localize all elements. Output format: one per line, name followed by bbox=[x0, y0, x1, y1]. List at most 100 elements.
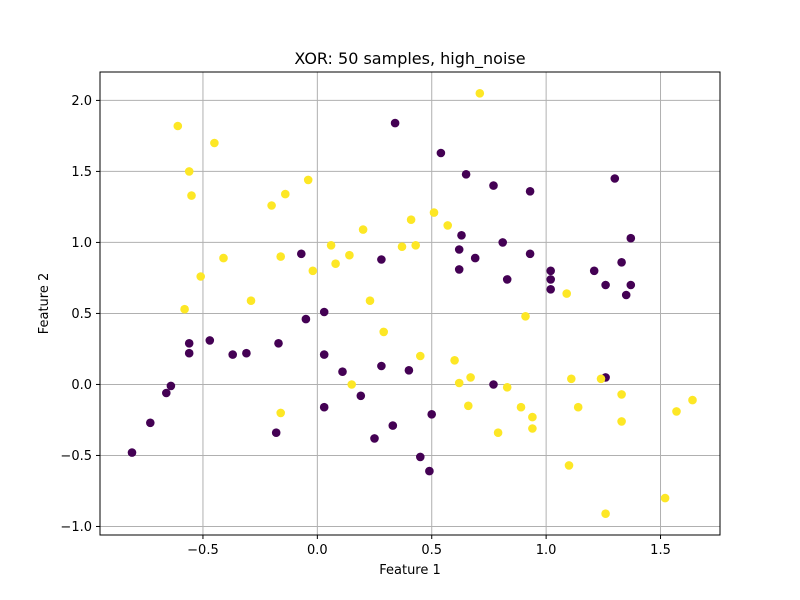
data-point-class-0 bbox=[388, 421, 398, 430]
data-point-class-0 bbox=[621, 290, 631, 300]
data-point-class-0 bbox=[489, 380, 498, 389]
data-point-class-0 bbox=[242, 348, 251, 358]
data-point-class-1 bbox=[660, 493, 670, 503]
plot-area-frame bbox=[99, 71, 721, 536]
data-point-class-1 bbox=[688, 395, 697, 405]
data-point-class-0 bbox=[404, 366, 414, 375]
data-point-class-1 bbox=[196, 272, 205, 281]
data-point-class-1 bbox=[601, 509, 610, 518]
data-point-class-1 bbox=[454, 378, 464, 388]
data-point-class-0 bbox=[454, 245, 464, 254]
data-point-class-1 bbox=[308, 266, 318, 276]
data-point-class-0 bbox=[626, 280, 636, 290]
data-point-class-0 bbox=[457, 231, 466, 240]
data-point-class-1 bbox=[466, 373, 475, 382]
data-point-class-0 bbox=[127, 448, 137, 457]
data-point-class-1 bbox=[567, 374, 576, 384]
grid-lines bbox=[100, 72, 720, 535]
data-point-class-0 bbox=[525, 187, 535, 196]
data-point-class-1 bbox=[564, 461, 574, 470]
data-point-class-1 bbox=[276, 408, 286, 418]
data-point-class-1 bbox=[331, 259, 340, 269]
data-point-class-1 bbox=[443, 221, 453, 230]
data-point-class-1 bbox=[326, 241, 336, 250]
data-point-class-0 bbox=[589, 266, 599, 276]
y-axis-ticks: −1.0 −0.5 0.0 0.5 1.0 1.5 2.0 bbox=[60, 94, 100, 535]
data-point-class-0 bbox=[205, 336, 215, 345]
data-point-class-1 bbox=[528, 412, 537, 422]
data-point-class-0 bbox=[436, 148, 446, 158]
data-point-class-1 bbox=[429, 208, 439, 217]
data-point-class-0 bbox=[338, 367, 347, 377]
data-point-class-0 bbox=[390, 118, 400, 128]
y-tick-label: −0.5 bbox=[60, 449, 92, 464]
data-point-class-1 bbox=[276, 252, 286, 261]
data-point-class-0 bbox=[184, 348, 194, 358]
data-point-class-1 bbox=[672, 407, 681, 416]
data-point-class-1 bbox=[379, 327, 389, 337]
data-point-class-0 bbox=[427, 410, 437, 419]
data-point-class-0 bbox=[601, 280, 610, 290]
data-point-class-0 bbox=[162, 388, 171, 398]
data-point-class-1 bbox=[617, 390, 626, 399]
data-point-class-1 bbox=[406, 215, 416, 224]
data-point-class-1 bbox=[397, 242, 407, 251]
x-axis-label: Feature 1 bbox=[379, 563, 441, 578]
x-tick-label: 0.5 bbox=[421, 543, 442, 558]
data-point-class-0 bbox=[370, 434, 379, 443]
data-point-class-0 bbox=[610, 174, 620, 183]
data-point-class-1 bbox=[562, 289, 571, 298]
data-point-class-0 bbox=[271, 428, 281, 438]
data-point-class-1 bbox=[345, 250, 354, 260]
y-tick-label: 1.5 bbox=[71, 165, 92, 180]
data-point-class-1 bbox=[617, 417, 626, 426]
data-point-class-1 bbox=[516, 402, 526, 412]
x-tick-label: 1.5 bbox=[650, 543, 671, 558]
data-point-class-1 bbox=[358, 225, 368, 234]
data-point-class-1 bbox=[187, 191, 196, 200]
data-point-class-0 bbox=[425, 466, 434, 476]
data-point-class-0 bbox=[617, 258, 626, 267]
data-point-class-1 bbox=[184, 167, 194, 176]
chart-title: XOR: 50 samples, high_noise bbox=[294, 49, 525, 69]
data-point-class-0 bbox=[377, 255, 386, 264]
data-point-class-0 bbox=[489, 181, 498, 190]
data-point-class-0 bbox=[546, 266, 555, 276]
x-tick-label: 0.0 bbox=[307, 543, 328, 558]
data-point-class-0 bbox=[228, 350, 237, 359]
data-point-class-0 bbox=[470, 253, 480, 263]
data-point-class-1 bbox=[173, 121, 183, 131]
data-point-class-0 bbox=[626, 233, 636, 243]
data-point-class-0 bbox=[416, 452, 425, 462]
data-point-class-0 bbox=[301, 314, 311, 324]
y-tick-label: 2.0 bbox=[71, 94, 92, 109]
data-point-class-0 bbox=[297, 249, 306, 259]
y-tick-label: 0.5 bbox=[71, 307, 92, 322]
data-point-class-1 bbox=[573, 402, 583, 412]
data-point-class-1 bbox=[521, 312, 530, 321]
y-axis-label: Feature 2 bbox=[37, 273, 52, 335]
data-point-class-0 bbox=[146, 418, 155, 428]
data-point-class-0 bbox=[461, 170, 471, 179]
data-point-class-1 bbox=[493, 428, 503, 438]
data-point-class-1 bbox=[416, 351, 425, 361]
data-point-class-0 bbox=[498, 238, 508, 247]
data-point-class-1 bbox=[475, 89, 485, 98]
x-axis-ticks: −0.5 0.0 0.5 1.0 1.5 bbox=[187, 535, 671, 558]
data-point-class-0 bbox=[319, 307, 329, 317]
data-point-class-1 bbox=[464, 401, 473, 411]
data-point-class-1 bbox=[411, 241, 421, 250]
data-point-class-1 bbox=[365, 296, 375, 306]
data-point-class-1 bbox=[219, 253, 228, 263]
data-point-class-1 bbox=[180, 304, 189, 314]
data-point-class-1 bbox=[303, 175, 313, 185]
data-point-class-1 bbox=[528, 424, 537, 433]
data-point-class-1 bbox=[267, 201, 276, 210]
data-point-class-1 bbox=[502, 383, 512, 392]
y-tick-label: −1.0 bbox=[60, 520, 92, 535]
data-point-class-1 bbox=[210, 138, 219, 148]
data-point-class-0 bbox=[319, 350, 329, 359]
data-point-class-1 bbox=[347, 380, 357, 389]
data-point-class-0 bbox=[525, 249, 535, 259]
